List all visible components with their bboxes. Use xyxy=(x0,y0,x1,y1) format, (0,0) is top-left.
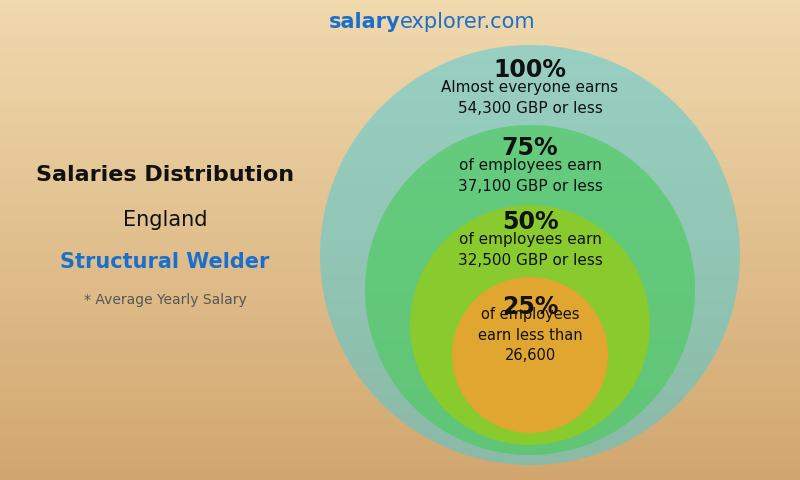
Bar xyxy=(0,456,800,462)
Bar xyxy=(0,360,800,366)
Text: Salaries Distribution: Salaries Distribution xyxy=(36,165,294,185)
Circle shape xyxy=(320,45,740,465)
Bar xyxy=(0,330,800,336)
Bar xyxy=(0,288,800,294)
Circle shape xyxy=(365,125,695,455)
Bar xyxy=(0,312,800,318)
Bar xyxy=(0,96,800,102)
Bar xyxy=(0,114,800,120)
Bar xyxy=(0,42,800,48)
Bar xyxy=(0,258,800,264)
Bar xyxy=(0,180,800,186)
Bar xyxy=(0,396,800,402)
Bar xyxy=(0,420,800,426)
Bar xyxy=(0,150,800,156)
Bar xyxy=(0,378,800,384)
Bar xyxy=(0,24,800,30)
Bar xyxy=(0,474,800,480)
Bar xyxy=(0,6,800,12)
Bar xyxy=(0,282,800,288)
Bar xyxy=(0,48,800,54)
Bar xyxy=(0,348,800,354)
Bar xyxy=(0,240,800,246)
Bar xyxy=(0,408,800,414)
Text: of employees earn
37,100 GBP or less: of employees earn 37,100 GBP or less xyxy=(458,158,602,194)
Bar xyxy=(0,336,800,342)
Bar xyxy=(0,72,800,78)
Circle shape xyxy=(410,205,650,445)
Text: Structural Welder: Structural Welder xyxy=(60,252,270,272)
Bar xyxy=(0,66,800,72)
Text: 100%: 100% xyxy=(494,58,566,82)
Bar xyxy=(0,156,800,162)
Bar xyxy=(0,306,800,312)
Bar xyxy=(0,192,800,198)
Bar xyxy=(0,270,800,276)
Bar xyxy=(0,294,800,300)
Bar xyxy=(0,186,800,192)
Text: Almost everyone earns
54,300 GBP or less: Almost everyone earns 54,300 GBP or less xyxy=(442,80,618,116)
Bar xyxy=(0,432,800,438)
Text: 75%: 75% xyxy=(502,136,558,160)
Bar xyxy=(0,372,800,378)
Bar xyxy=(0,450,800,456)
Bar xyxy=(0,144,800,150)
Text: salary: salary xyxy=(328,12,400,32)
Bar xyxy=(0,174,800,180)
Bar xyxy=(0,132,800,138)
Bar xyxy=(0,402,800,408)
Bar xyxy=(0,30,800,36)
Bar xyxy=(0,78,800,84)
Bar xyxy=(0,276,800,282)
Text: 50%: 50% xyxy=(502,210,558,234)
Text: explorer.com: explorer.com xyxy=(400,12,536,32)
Bar xyxy=(0,318,800,324)
Bar xyxy=(0,12,800,18)
Bar xyxy=(0,60,800,66)
Bar xyxy=(0,0,800,6)
Bar xyxy=(0,198,800,204)
Text: * Average Yearly Salary: * Average Yearly Salary xyxy=(84,293,246,307)
Bar xyxy=(0,426,800,432)
Text: of employees earn
32,500 GBP or less: of employees earn 32,500 GBP or less xyxy=(458,232,602,268)
Bar xyxy=(0,366,800,372)
Bar xyxy=(0,102,800,108)
Bar xyxy=(0,210,800,216)
Bar xyxy=(0,18,800,24)
Circle shape xyxy=(452,277,608,433)
Bar xyxy=(0,162,800,168)
Bar xyxy=(0,438,800,444)
Bar xyxy=(0,390,800,396)
Bar xyxy=(0,126,800,132)
Bar xyxy=(0,246,800,252)
Text: 25%: 25% xyxy=(502,295,558,319)
Text: of employees
earn less than
26,600: of employees earn less than 26,600 xyxy=(478,307,582,363)
Bar xyxy=(0,216,800,222)
Bar xyxy=(0,252,800,258)
Bar xyxy=(0,204,800,210)
Bar xyxy=(0,120,800,126)
Bar xyxy=(0,84,800,90)
Bar xyxy=(0,54,800,60)
Bar xyxy=(0,354,800,360)
Bar xyxy=(0,462,800,468)
Bar xyxy=(0,222,800,228)
Bar xyxy=(0,444,800,450)
Bar xyxy=(0,300,800,306)
Bar xyxy=(0,324,800,330)
Bar xyxy=(0,36,800,42)
Bar xyxy=(0,168,800,174)
Bar xyxy=(0,264,800,270)
Text: England: England xyxy=(122,210,207,230)
Bar xyxy=(0,468,800,474)
Bar xyxy=(0,414,800,420)
Bar xyxy=(0,234,800,240)
Bar xyxy=(0,342,800,348)
Bar xyxy=(0,90,800,96)
Bar xyxy=(0,228,800,234)
Bar xyxy=(0,138,800,144)
Bar xyxy=(0,108,800,114)
Bar xyxy=(0,384,800,390)
